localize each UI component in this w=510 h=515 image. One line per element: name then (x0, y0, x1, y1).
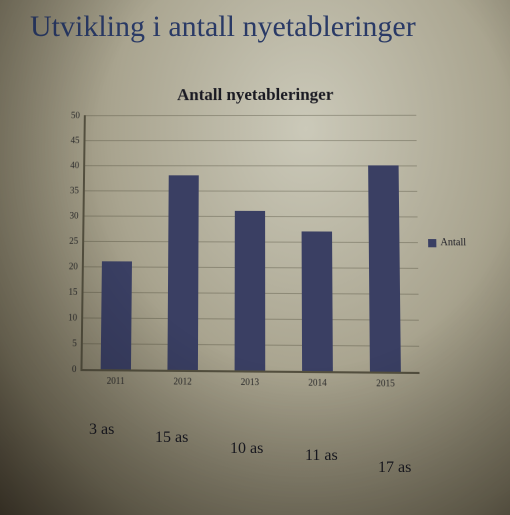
chart-legend: Antall (428, 237, 466, 248)
bar (168, 175, 199, 370)
bar (235, 211, 265, 371)
chart: Antall nyetableringer 051015202530354045… (42, 84, 472, 414)
annotation-label: 3 as (89, 421, 114, 439)
y-tick-label: 5 (72, 338, 83, 348)
x-tick-label: 2014 (308, 377, 327, 388)
chart-title: Antall nyetableringer (46, 84, 466, 105)
bar (101, 261, 132, 369)
y-tick-label: 0 (72, 364, 83, 374)
bar-slot: 2011 (82, 115, 151, 369)
x-tick-label: 2012 (173, 376, 191, 387)
annotation-label: 10 as (230, 440, 263, 458)
annotation-label: 15 as (155, 429, 188, 447)
bar-slot: 2015 (350, 115, 420, 372)
bar-slot: 2013 (216, 115, 283, 371)
y-tick-label: 35 (70, 185, 85, 195)
x-tick-label: 2015 (376, 378, 395, 389)
legend-swatch (428, 239, 436, 247)
slide-title: Utvikling i antall nyetableringer (30, 10, 500, 44)
y-tick-label: 25 (69, 236, 84, 246)
y-tick-label: 30 (69, 210, 84, 220)
below-chart-annotations: 3 as 15 as 10 as 11 as 17 as (45, 415, 465, 495)
slide: Utvikling i antall nyetableringer Antall… (0, 0, 510, 515)
x-tick-label: 2013 (241, 377, 259, 388)
y-tick-label: 20 (69, 261, 84, 271)
bar-slot: 2014 (283, 115, 351, 371)
y-tick-label: 40 (70, 160, 85, 170)
bar (302, 231, 333, 371)
x-tick-label: 2011 (107, 375, 125, 386)
bar-slot: 2012 (149, 115, 217, 370)
annotation-label: 17 as (378, 459, 411, 477)
y-tick-label: 10 (68, 312, 83, 322)
bar (368, 165, 400, 371)
y-tick-label: 15 (68, 287, 83, 297)
legend-label: Antall (440, 237, 466, 248)
y-tick-label: 45 (71, 135, 86, 145)
annotation-label: 11 as (305, 447, 338, 465)
y-tick-label: 50 (71, 110, 86, 120)
chart-plot-area: 0510152025303540455020112012201320142015 (80, 115, 419, 374)
